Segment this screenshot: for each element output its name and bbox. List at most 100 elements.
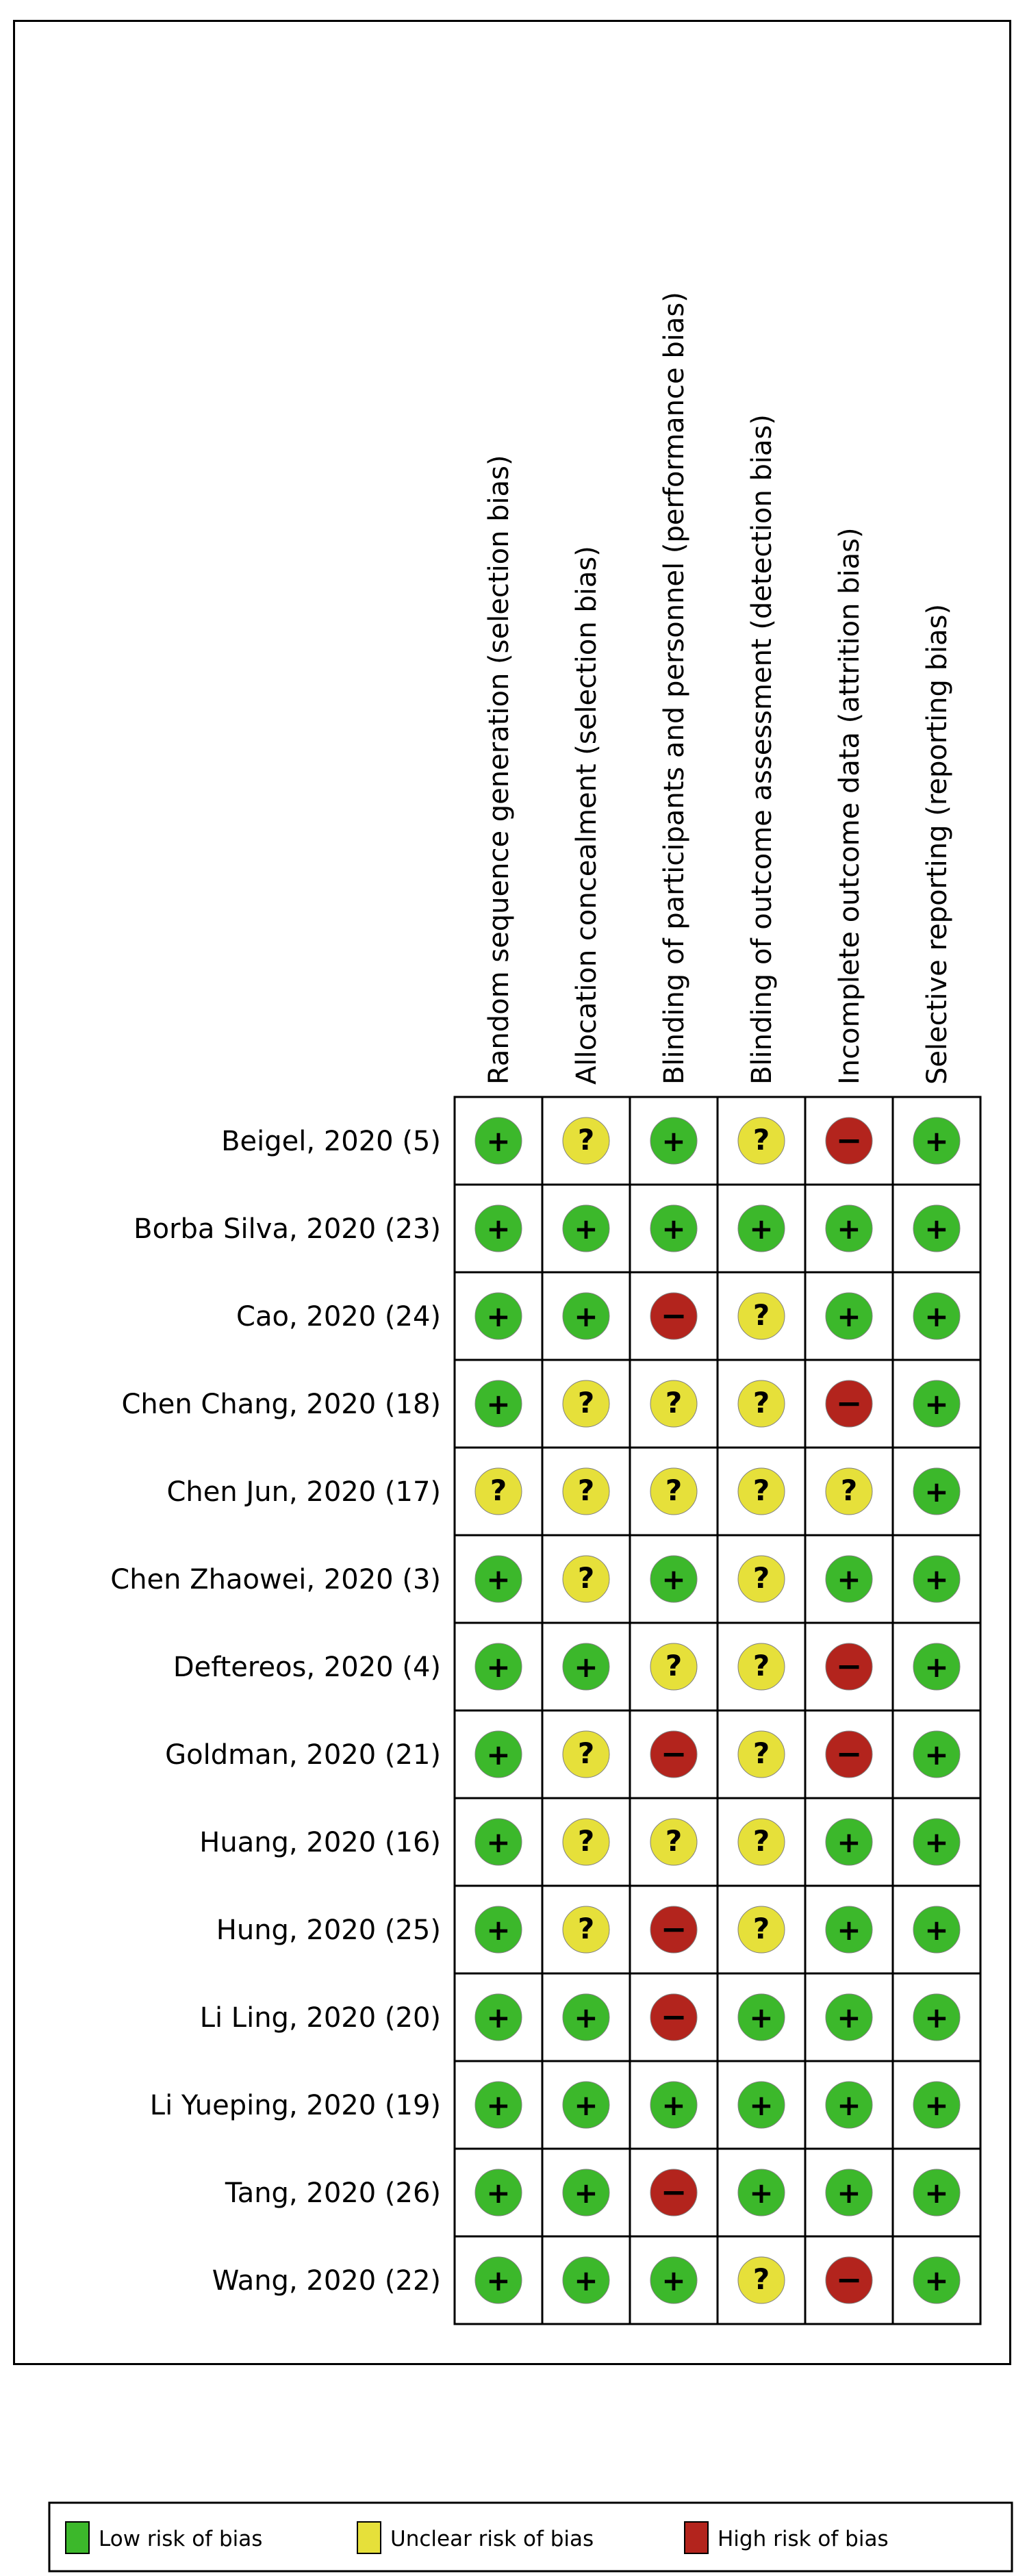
judgement-low-dot (474, 1818, 522, 1866)
judgement-unclear-dot (562, 1380, 610, 1428)
judgement-low-dot (913, 1906, 961, 1954)
judgement-low-symbol: + (574, 2088, 598, 2122)
judgement-high-dot (650, 1993, 698, 2041)
domain-header-1: Random sequence generation (selection bi… (483, 455, 515, 1085)
judgement-low-dot (825, 2081, 873, 2129)
judgement-unclear-symbol: ? (665, 1386, 682, 1419)
study-label: Huang, 2020 (16) (199, 1827, 441, 1858)
judgement-high-symbol: − (661, 1297, 687, 1334)
judgement-low-symbol: + (486, 1738, 510, 1771)
judgement-low-symbol: + (486, 1563, 510, 1596)
judgement-high-dot (650, 1906, 698, 1954)
judgement-low-symbol: + (837, 1563, 861, 1596)
judgement-low-dot (913, 2169, 961, 2217)
judgement-low-dot (650, 2256, 698, 2304)
domain-header-5: Incomplete outcome data (attrition bias) (834, 527, 865, 1085)
judgement-low-dot (913, 1204, 961, 1252)
judgement-low-dot (474, 1555, 522, 1603)
judgement-low-symbol: + (486, 2001, 510, 2034)
judgement-low-dot (825, 1555, 873, 1603)
judgement-high-symbol: − (661, 1998, 687, 2035)
judgement-low-dot (913, 2081, 961, 2129)
domain-headers: Random sequence generation (selection bi… (483, 292, 953, 1085)
judgement-low-dot (474, 1643, 522, 1691)
judgement-low-dot (913, 1292, 961, 1340)
judgement-low-dot (737, 1204, 785, 1252)
judgement-low-dot (474, 1292, 522, 1340)
judgement-low-dot (913, 1818, 961, 1866)
study-label: Beigel, 2020 (5) (221, 1126, 441, 1157)
judgement-low-symbol: + (574, 2176, 598, 2210)
domain-header-2: Allocation concealment (selection bias) (571, 546, 603, 1085)
judgement-low-dot (562, 1643, 610, 1691)
domain-header-6: Selective reporting (reporting bias) (922, 604, 953, 1085)
judgement-low-dot (650, 1204, 698, 1252)
judgement-low-symbol: + (924, 1475, 948, 1508)
legend-label-unclear: Unclear risk of bias (390, 2527, 594, 2551)
study-label: Goldman, 2020 (21) (165, 1739, 441, 1771)
judgement-low-symbol: + (574, 1300, 598, 1333)
judgement-low-symbol: + (924, 1913, 948, 1947)
judgement-high-symbol: − (661, 1910, 687, 1947)
study-label: Chen Jun, 2020 (17) (166, 1476, 441, 1508)
judgement-low-dot (913, 2256, 961, 2304)
judgement-low-symbol: + (924, 1300, 948, 1333)
legend-swatch-high (684, 2521, 709, 2554)
judgement-high-dot (650, 2169, 698, 2217)
judgement-low-symbol: + (574, 2001, 598, 2034)
domain-header-3: Blinding of participants and personnel (… (659, 292, 690, 1085)
judgement-unclear-symbol: ? (753, 1737, 770, 1770)
judgement-low-dot (474, 2256, 522, 2304)
judgement-unclear-symbol: ? (753, 1561, 770, 1595)
judgement-low-symbol: + (924, 1563, 948, 1596)
judgement-grid: +? +? − + + + + + + + + + −? + + +??? − +????? + +? +? + + + +??… (453, 1096, 982, 2325)
judgement-high-dot (825, 1380, 873, 1428)
study-label: Cao, 2020 (24) (236, 1301, 441, 1333)
judgement-high-dot (650, 1292, 698, 1340)
judgement-low-dot (825, 2169, 873, 2217)
judgement-unclear-dot (825, 1467, 873, 1515)
judgement-high-dot (825, 1117, 873, 1165)
judgement-unclear-symbol: ? (490, 1474, 507, 1507)
judgement-low-symbol: + (924, 1826, 948, 1859)
legend-swatch-low (65, 2521, 90, 2554)
judgement-low-dot (650, 1555, 698, 1603)
judgement-low-dot (737, 2169, 785, 2217)
judgement-unclear-dot (562, 1730, 610, 1778)
judgement-low-dot (562, 2256, 610, 2304)
judgement-unclear-symbol: ? (753, 1474, 770, 1507)
judgement-low-symbol: + (486, 2264, 510, 2297)
judgement-low-dot (562, 2081, 610, 2129)
study-label: Borba Silva, 2020 (23) (134, 1213, 441, 1245)
judgement-unclear-symbol: ? (665, 1474, 682, 1507)
judgement-low-symbol: + (661, 1124, 685, 1158)
judgement-low-dot (913, 1380, 961, 1428)
judgement-unclear-symbol: ? (753, 1386, 770, 1419)
judgement-unclear-dot (737, 2256, 785, 2304)
judgement-unclear-symbol: ? (578, 1386, 594, 1419)
judgement-low-symbol: + (924, 1124, 948, 1158)
judgement-low-dot (913, 1117, 961, 1165)
judgement-low-symbol: + (924, 2001, 948, 2034)
judgement-low-dot (913, 1555, 961, 1603)
judgement-high-dot (825, 1643, 873, 1691)
judgement-unclear-symbol: ? (578, 1123, 594, 1157)
judgement-low-symbol: + (924, 1650, 948, 1684)
judgement-low-dot (474, 1117, 522, 1165)
study-label: Chen Zhaowei, 2020 (3) (110, 1564, 441, 1595)
judgement-low-symbol: + (837, 1212, 861, 1246)
judgement-low-symbol: + (837, 2001, 861, 2034)
judgement-low-symbol: + (486, 2176, 510, 2210)
judgement-low-dot (825, 1818, 873, 1866)
judgement-low-dot (562, 1204, 610, 1252)
judgement-unclear-dot (737, 1818, 785, 1866)
judgement-high-dot (825, 2256, 873, 2304)
judgement-unclear-symbol: ? (841, 1474, 857, 1507)
judgement-low-dot (913, 1467, 961, 1515)
judgement-unclear-symbol: ? (665, 1649, 682, 1682)
judgement-unclear-dot (562, 1555, 610, 1603)
judgement-unclear-dot (650, 1467, 698, 1515)
judgement-unclear-symbol: ? (578, 1824, 594, 1858)
judgement-low-symbol: + (924, 1212, 948, 1246)
